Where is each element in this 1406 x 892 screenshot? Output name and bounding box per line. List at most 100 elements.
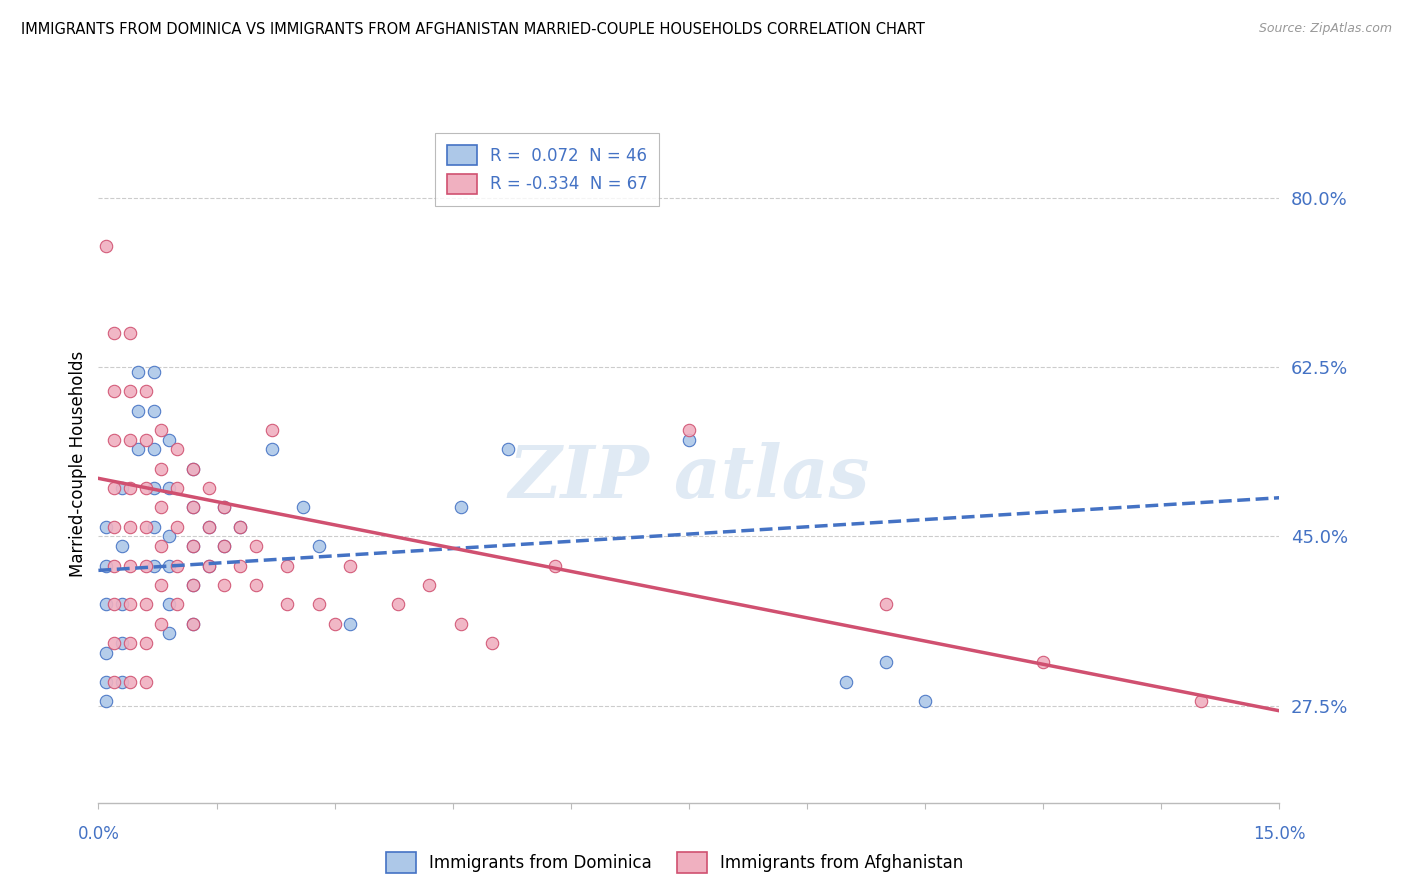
Point — [308, 539, 330, 553]
Point — [111, 674, 134, 689]
Point — [150, 616, 173, 631]
Point — [1189, 694, 1212, 708]
Point — [197, 558, 219, 573]
Point — [103, 636, 125, 650]
Point — [135, 384, 157, 399]
Y-axis label: Married-couple Households: Married-couple Households — [69, 351, 87, 577]
Point — [678, 423, 700, 437]
Point — [166, 520, 188, 534]
Point — [481, 636, 503, 650]
Point — [875, 656, 897, 670]
Point — [166, 481, 188, 495]
Point — [181, 500, 204, 515]
Point — [157, 626, 180, 640]
Point — [229, 520, 252, 534]
Point — [245, 539, 267, 553]
Point — [339, 616, 361, 631]
Point — [197, 520, 219, 534]
Point — [127, 365, 149, 379]
Point — [118, 520, 141, 534]
Point — [150, 539, 173, 553]
Point — [142, 403, 165, 417]
Point — [181, 461, 204, 475]
Point — [103, 326, 125, 340]
Point — [323, 616, 346, 631]
Legend: Immigrants from Dominica, Immigrants from Afghanistan: Immigrants from Dominica, Immigrants fro… — [380, 846, 970, 880]
Point — [150, 461, 173, 475]
Point — [118, 597, 141, 611]
Point — [166, 558, 188, 573]
Point — [276, 597, 298, 611]
Point — [135, 433, 157, 447]
Point — [229, 558, 252, 573]
Point — [181, 578, 204, 592]
Point — [96, 239, 118, 253]
Point — [150, 578, 173, 592]
Point — [835, 674, 858, 689]
Point — [103, 674, 125, 689]
Point — [229, 520, 252, 534]
Point — [214, 500, 236, 515]
Point — [142, 442, 165, 457]
Point — [118, 558, 141, 573]
Point — [214, 539, 236, 553]
Point — [197, 481, 219, 495]
Point — [181, 616, 204, 631]
Point — [678, 433, 700, 447]
Point — [181, 500, 204, 515]
Point — [96, 558, 118, 573]
Point — [197, 558, 219, 573]
Point — [914, 694, 936, 708]
Point — [135, 674, 157, 689]
Point — [150, 500, 173, 515]
Point — [96, 520, 118, 534]
Point — [157, 558, 180, 573]
Point — [214, 539, 236, 553]
Point — [142, 558, 165, 573]
Point — [276, 558, 298, 573]
Point — [103, 384, 125, 399]
Point — [166, 442, 188, 457]
Point — [142, 365, 165, 379]
Point — [111, 597, 134, 611]
Text: ZIP atlas: ZIP atlas — [509, 442, 869, 513]
Point — [450, 500, 472, 515]
Point — [96, 694, 118, 708]
Point — [111, 539, 134, 553]
Point — [245, 578, 267, 592]
Point — [875, 597, 897, 611]
Point — [197, 520, 219, 534]
Point — [96, 597, 118, 611]
Point — [103, 558, 125, 573]
Point — [118, 636, 141, 650]
Text: 0.0%: 0.0% — [77, 825, 120, 843]
Point — [135, 558, 157, 573]
Text: IMMIGRANTS FROM DOMINICA VS IMMIGRANTS FROM AFGHANISTAN MARRIED-COUPLE HOUSEHOLD: IMMIGRANTS FROM DOMINICA VS IMMIGRANTS F… — [21, 22, 925, 37]
Point — [135, 636, 157, 650]
Point — [1032, 656, 1054, 670]
Point — [181, 539, 204, 553]
Point — [103, 433, 125, 447]
Point — [339, 558, 361, 573]
Point — [418, 578, 440, 592]
Point — [157, 481, 180, 495]
Point — [150, 423, 173, 437]
Point — [96, 674, 118, 689]
Point — [450, 616, 472, 631]
Point — [157, 597, 180, 611]
Point — [118, 481, 141, 495]
Point — [96, 646, 118, 660]
Point — [135, 520, 157, 534]
Point — [544, 558, 567, 573]
Point — [181, 616, 204, 631]
Point — [103, 520, 125, 534]
Point — [157, 529, 180, 543]
Point — [142, 520, 165, 534]
Point — [135, 481, 157, 495]
Point — [181, 461, 204, 475]
Point — [496, 442, 519, 457]
Point — [260, 423, 283, 437]
Text: Source: ZipAtlas.com: Source: ZipAtlas.com — [1258, 22, 1392, 36]
Point — [127, 442, 149, 457]
Point — [118, 326, 141, 340]
